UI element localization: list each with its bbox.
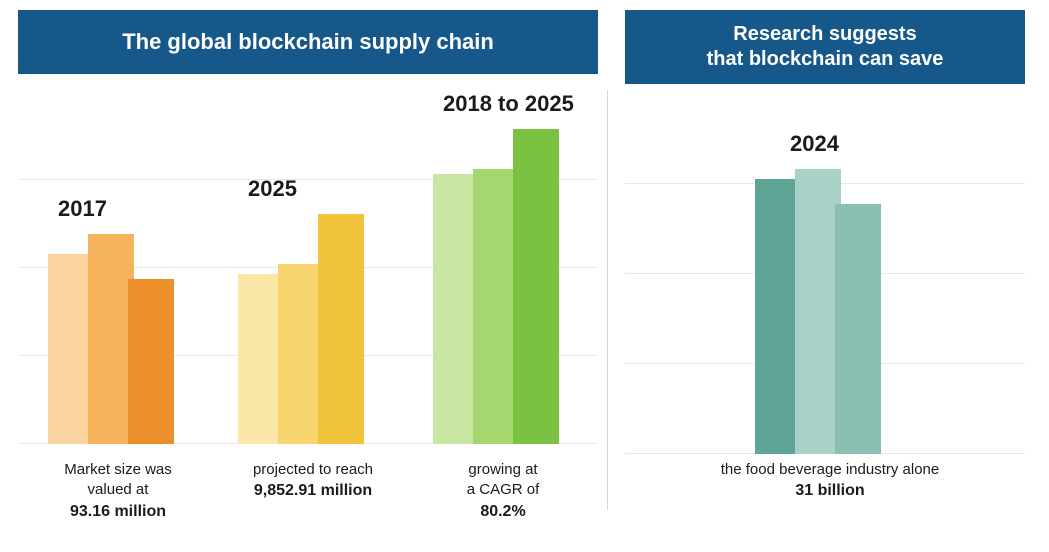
left-title-bar: The global blockchain supply chain (18, 10, 598, 74)
left-panel: The global blockchain supply chain 20172… (18, 10, 598, 444)
caption-2024-line1: the food beverage industry alone (721, 461, 940, 478)
left-title-text: The global blockchain supply chain (122, 28, 494, 56)
caption-2025: projected to reach 9,852.91 million (218, 460, 408, 502)
caption-2017-strong: 93.16 million (38, 501, 198, 523)
bar-group-0: 2017 (48, 94, 198, 444)
year-label-0: 2017 (58, 196, 107, 222)
caption-2024-strong: 31 billion (685, 480, 975, 502)
caption-2017-line1: Market size was (64, 461, 172, 478)
caption-cagr-line1: growing at (468, 461, 537, 478)
right-title-line2: that blockchain can save (707, 48, 944, 70)
caption-2025-line1: projected to reach (253, 461, 373, 478)
bar-group-2: 2018 to 2025 (433, 94, 603, 444)
caption-2017-line2: valued at (88, 481, 149, 498)
caption-2017: Market size was valued at 93.16 million (38, 460, 198, 522)
right-title-line1: Research suggests (733, 23, 916, 45)
year-label-1: 2025 (248, 176, 297, 202)
bar-0-2 (128, 279, 174, 444)
year-label-2: 2018 to 2025 (443, 91, 574, 117)
right-chart-area: 2024 (625, 104, 1025, 454)
right-title-bar: Research suggests that blockchain can sa… (625, 10, 1025, 84)
year-label-right: 2024 (790, 131, 839, 157)
bar-1-2 (318, 214, 364, 444)
caption-2024: the food beverage industry alone 31 bill… (685, 460, 975, 502)
right-title-text: Research suggests that blockchain can sa… (707, 22, 944, 72)
bar-group-right: 2024 (755, 104, 905, 454)
right-panel: Research suggests that blockchain can sa… (625, 10, 1025, 454)
bar-2-2 (513, 129, 559, 444)
bar-group-1: 2025 (238, 94, 398, 444)
caption-cagr-line2: a CAGR of (467, 481, 540, 498)
vertical-divider (607, 90, 608, 510)
bar-right-2 (835, 204, 881, 454)
caption-2025-strong: 9,852.91 million (218, 480, 408, 502)
caption-cagr-strong: 80.2% (423, 501, 583, 523)
caption-2018-2025: growing at a CAGR of 80.2% (423, 460, 583, 522)
left-chart-area: 2017 2025 2018 to 2025 (18, 94, 598, 444)
